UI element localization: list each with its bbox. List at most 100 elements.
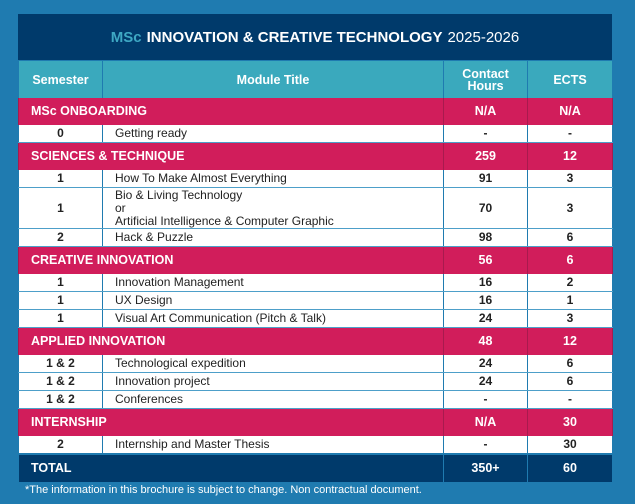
module-hours: 98 — [443, 228, 528, 247]
module-row: 1 & 2 Innovation project 24 6 — [18, 372, 613, 391]
module-row: 2 Internship and Master Thesis -30 — [18, 436, 613, 455]
section-ects: 12 — [527, 142, 613, 170]
section-name: APPLIED INNOVATION — [18, 327, 444, 355]
module-title: How To Make Almost Everything — [102, 170, 444, 188]
module-title-line: Bio & Living Technology — [115, 187, 243, 202]
hours-header-line2: Hours — [467, 78, 504, 93]
title-year: 2025-2026 — [447, 28, 520, 46]
section-ects: 12 — [527, 327, 613, 355]
module-title: Conferences — [102, 390, 444, 409]
module-title: Visual Art Communication (Pitch & Talk) — [102, 309, 444, 328]
module-ects: 3 — [527, 309, 613, 328]
column-header-semester: Semester — [18, 60, 103, 98]
module-semester: 1 — [18, 309, 103, 328]
module-hours: - — [443, 390, 528, 409]
module-title-line: Technological expedition — [115, 356, 246, 370]
section-row: MSc ONBOARDING N/A N/A — [18, 98, 613, 125]
total-row: TOTAL 350+ 60 — [18, 453, 613, 482]
module-hours: 24 — [443, 372, 528, 391]
module-ects: 3 — [527, 187, 613, 229]
module-semester: 1 — [18, 170, 103, 188]
section-ects: 6 — [527, 246, 613, 274]
module-title-line: Hack & Puzzle — [115, 230, 194, 244]
section-hours: 56 — [443, 246, 528, 274]
section-ects: N/A — [527, 98, 613, 125]
module-row: 1 & 2 Technological expedition 24 6 — [18, 355, 613, 373]
module-title: UX Design — [102, 291, 444, 310]
section-row: APPLIED INNOVATION 48 12 — [18, 327, 613, 355]
module-title: Hack & Puzzle — [102, 228, 444, 247]
table-title: MSc INNOVATION & CREATIVE TECHNOLOGY 202… — [18, 14, 612, 60]
total-ects: 60 — [527, 453, 613, 482]
module-title: Bio & Living Technology or Artificial Inte… — [102, 187, 444, 229]
module-ects: 2 — [527, 274, 613, 292]
module-title-line: How To Make Almost Everything — [115, 171, 287, 185]
module-ects: 30 — [527, 436, 613, 455]
footnote: *The information in this brochure is sub… — [25, 484, 422, 496]
module-row: 0 Getting ready - - — [18, 125, 613, 143]
module-title-line: Innovation project — [115, 374, 210, 388]
module-semester: 1 — [18, 291, 103, 310]
module-title-line: or — [115, 200, 126, 215]
module-title-line: Innovation Management — [115, 275, 244, 289]
column-header-hours: Contact Hours — [443, 60, 528, 98]
module-ects: 6 — [527, 228, 613, 247]
section-hours: 259 — [443, 142, 528, 170]
module-row: 1 UX Design 16 1 — [18, 291, 613, 310]
module-title: Technological expedition — [102, 355, 444, 373]
section-name: SCIENCES & TECHNIQUE — [18, 142, 444, 170]
module-title: Innovation project — [102, 372, 444, 391]
hours-header-line1: Contact — [462, 66, 509, 81]
module-ects: 6 — [527, 372, 613, 391]
module-ects: - — [527, 125, 613, 143]
module-hours: - — [443, 436, 528, 455]
module-row: 1 Innovation Management 16 2 — [18, 274, 613, 292]
module-semester: 0 — [18, 125, 103, 143]
module-hours: 16 — [443, 274, 528, 292]
module-semester: 1 — [18, 274, 103, 292]
module-ects: 3 — [527, 170, 613, 188]
module-hours: 70 — [443, 187, 528, 229]
module-semester: 1 & 2 — [18, 390, 103, 409]
column-header-ects: ECTS — [527, 60, 613, 98]
module-title: Internship and Master Thesis — [102, 436, 444, 455]
module-title: Innovation Management — [102, 274, 444, 292]
column-header-row: Semester Module Title Contact Hours ECTS — [18, 60, 613, 98]
module-title-line: Getting ready — [115, 126, 188, 140]
module-title: Getting ready — [102, 125, 444, 143]
module-row: 2 Hack & Puzzle 98 6 — [18, 228, 613, 247]
section-hours: N/A — [443, 98, 528, 125]
module-hours: 91 — [443, 170, 528, 188]
section-name: MSc ONBOARDING — [18, 98, 444, 125]
module-hours: 16 — [443, 291, 528, 310]
module-hours: 24 — [443, 355, 528, 373]
section-ects: 30 — [527, 408, 613, 436]
module-title-line: UX Design — [115, 293, 173, 307]
title-prefix: MSc — [110, 28, 142, 46]
module-row: 1 How To Make Almost Everything 91 3 — [18, 170, 613, 188]
section-hours: 48 — [443, 327, 528, 355]
curriculum-table-container: MSc INNOVATION & CREATIVE TECHNOLOGY 202… — [18, 14, 613, 482]
title-main: INNOVATION & CREATIVE TECHNOLOGY — [146, 28, 443, 46]
module-row: 1 Bio & Living Technology or Artificial Int… — [18, 187, 613, 229]
module-ects: 1 — [527, 291, 613, 310]
module-semester: 1 — [18, 187, 103, 229]
module-semester: 1 & 2 — [18, 355, 103, 373]
module-semester: 2 — [18, 436, 103, 455]
section-name: CREATIVE INNOVATION — [18, 246, 444, 274]
section-row: INTERNSHIP N/A 30 — [18, 408, 613, 436]
total-hours: 350+ — [443, 453, 528, 482]
module-row: 1 Visual Art Communication (Pitch & Talk)… — [18, 309, 613, 328]
section-row: SCIENCES & TECHNIQUE 259 12 — [18, 142, 613, 170]
module-ects: 6 — [527, 355, 613, 373]
module-ects: - — [527, 390, 613, 409]
section-hours: N/A — [443, 408, 528, 436]
module-semester: 2 — [18, 228, 103, 247]
table-body: MSc ONBOARDING N/A N/A 0 Getting ready - - SCIE… — [18, 98, 613, 455]
column-header-module: Module Title — [102, 60, 444, 98]
module-hours: 24 — [443, 309, 528, 328]
module-title-line: Internship and Master Thesis — [115, 437, 270, 451]
section-row: CREATIVE INNOVATION 56 6 — [18, 246, 613, 274]
total-label: TOTAL — [18, 453, 444, 482]
module-row: 1 & 2 Conferences - - — [18, 390, 613, 409]
